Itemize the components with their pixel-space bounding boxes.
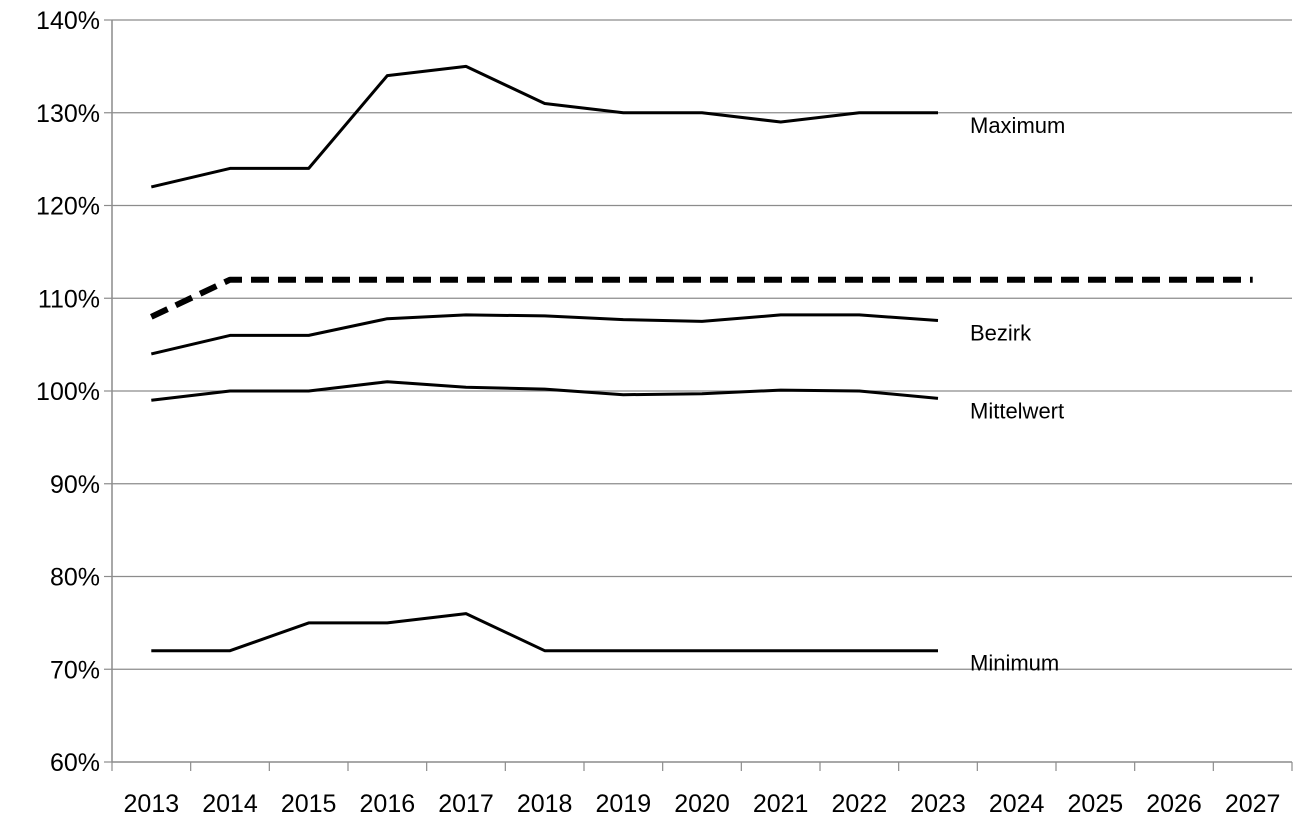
x-tick-label: 2016 (360, 790, 416, 818)
series-label-minimum: Minimum (970, 651, 1059, 676)
series-label-mittelwert: Mittelwert (970, 398, 1064, 423)
y-tick-label: 80% (50, 564, 100, 592)
series-line-mittelwert (151, 380, 939, 402)
series-lines (150, 64, 1253, 653)
y-tick-label: 110% (38, 285, 100, 313)
series-line-dashed (150, 276, 1253, 320)
x-tick-label: 2021 (753, 790, 809, 818)
x-tick-label: 2014 (202, 790, 258, 818)
series-line-bezirk (150, 313, 939, 356)
x-tick-label: 2017 (438, 790, 494, 818)
series-label-maximum: Maximum (970, 113, 1065, 138)
y-tick-label: 60% (50, 749, 100, 777)
x-tick-label: 2022 (832, 790, 888, 818)
x-tick-label: 2024 (989, 790, 1045, 818)
y-tick-label: 140% (36, 7, 100, 35)
labels: 60% 70% 80% 90% 100% 110% 120% 130% 140% 2013 2014… (36, 7, 1280, 818)
series-line-minimum (151, 612, 938, 653)
x-tick-label: 2025 (1068, 790, 1124, 818)
series-label-bezirk: Bezirk (970, 321, 1032, 346)
x-tick-label: 2020 (674, 790, 730, 818)
y-tick-label: 70% (50, 656, 100, 684)
y-tick-label: 130% (36, 100, 100, 128)
y-tick-label: 90% (50, 471, 100, 499)
x-tick-label: 2018 (517, 790, 573, 818)
x-tick-label: 2027 (1225, 790, 1281, 818)
gridlines (112, 19, 1292, 670)
x-tick-label: 2013 (124, 790, 180, 818)
y-tick-label: 120% (36, 193, 100, 221)
series-line-maximum (150, 64, 938, 189)
x-tick-label: 2023 (910, 790, 966, 818)
x-tick-label: 2019 (596, 790, 652, 818)
x-tick-label: 2026 (1146, 790, 1202, 818)
y-tick-label: 100% (36, 378, 100, 406)
axes (104, 19, 1293, 771)
x-tick-label: 2015 (281, 790, 337, 818)
